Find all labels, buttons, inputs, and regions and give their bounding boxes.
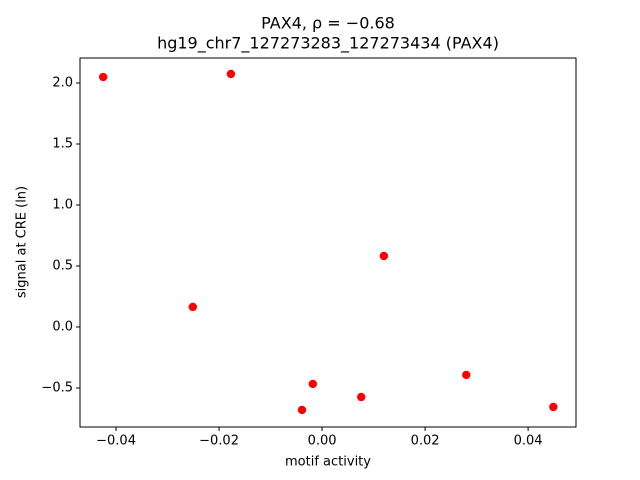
point [462,370,471,380]
y-tick-label: 1.5 [52,136,73,151]
point [297,405,307,415]
x-tick-label: 0.04 [514,434,543,449]
x-tick-label: −0.02 [199,434,239,449]
y-tick-label: 2.0 [52,76,73,91]
y-tick-label: 0.5 [52,258,73,273]
point [226,69,236,79]
point [188,302,197,312]
y-tick-label: −0.5 [41,380,73,395]
y-tick-label: 1.0 [52,197,73,212]
plot-frame [79,57,577,428]
chart-subtitle: hg19_chr7_127273283_127273434 (PAX4) [157,34,499,54]
point [357,392,366,402]
x-tick-label: −0.04 [96,434,136,449]
y-tick-label: 0.0 [52,319,73,334]
point [308,379,318,389]
x-axis-label: motif activity [285,455,371,470]
point [549,402,558,412]
x-tick-label: 0.00 [308,434,337,449]
chart-title: PAX4, ρ = −0.68 [261,14,395,33]
point [98,72,108,82]
x-tick-label: 0.02 [411,434,440,449]
y-axis-label: signal at CRE (ln) [15,186,30,298]
point [379,251,389,261]
